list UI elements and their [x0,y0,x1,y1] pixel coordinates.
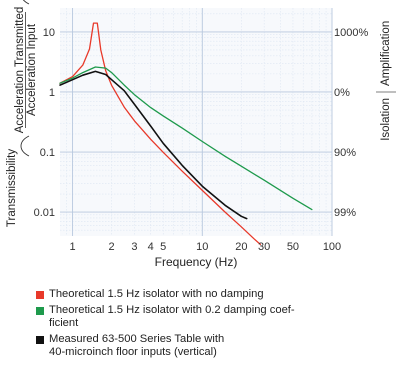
x-tick-label: 2 [109,241,115,253]
x-tick-label: 30 [258,241,270,253]
x-tick-label: 100 [323,241,341,253]
series-line-1 [59,22,261,246]
right-axis-label-amplification: Amplification [380,21,392,86]
x-tick-label: 10 [196,241,208,253]
legend-item-measured: Measured 63-500 Series Table with 40-mic… [36,333,392,360]
legend-label-measured: Measured 63-500 Series Table with 40-mic… [49,332,225,359]
plot-area [60,8,332,236]
legend-swatch-green [36,306,44,315]
y-axis-bracket-close [22,0,30,5]
y-axis-label-denominator: Acceleration Input [26,23,38,116]
y-tick-label: 0.01 [34,207,55,219]
y-axis-label-numerator: Acceleration Transmitted [14,7,26,134]
right-axis-label-isolation: Isolation [380,98,392,141]
right-tick-label: 0% [334,87,350,99]
legend-item-damping: Theoretical 1.5 Hz isolator with 0.2 dam… [36,304,392,331]
legend-label-damping: Theoretical 1.5 Hz isolator with 0.2 dam… [49,303,295,330]
right-tick-label: 90% [334,147,356,159]
series-line-3 [59,70,248,220]
legend-label-no-damping: Theoretical 1.5 Hz isolator with no damp… [49,288,264,300]
x-tick-label: 5 [160,241,166,253]
y-tick-label: 10 [43,27,55,39]
y-tick-label: 0.1 [40,147,55,159]
legend-swatch-black [36,335,44,344]
y-axis-label-transmissibility: Transmissibility [6,149,18,227]
legend-swatch-red [36,291,44,299]
series-line-2 [59,66,313,211]
x-tick-label: 50 [287,241,299,253]
x-tick-label: 3 [131,241,137,253]
transmissibility-chart: 10 1 0.1 0.01 1000% 0% 90% 99% 1 2 3 4 5 10 20 30 50 100 F… [6,0,396,269]
legend: Theoretical 1.5 Hz isolator with no damp… [36,288,392,362]
x-axis-label: Frequency (Hz) [155,255,238,269]
y-tick-label: 1 [49,87,55,99]
x-tick-label: 1 [70,241,76,253]
right-tick-label: 1000% [334,27,368,39]
x-tick-label: 20 [235,241,247,253]
legend-item-no-damping: Theoretical 1.5 Hz isolator with no damp… [36,288,392,302]
x-tick-label: 4 [148,241,154,253]
right-tick-label: 99% [334,207,356,219]
y-axis-bracket-open [20,135,30,157]
